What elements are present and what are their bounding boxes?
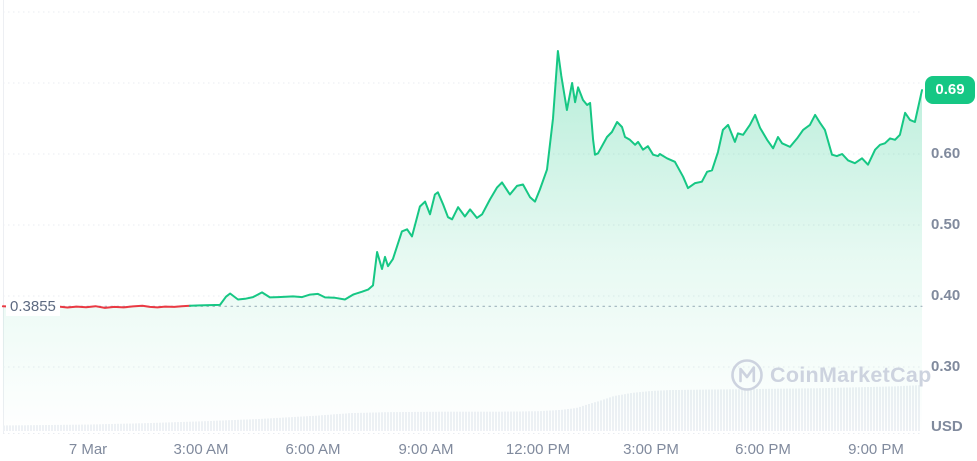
- previous-close-price-label: 0.3855: [6, 297, 60, 316]
- coinmarketcap-logo-icon: [731, 359, 763, 391]
- coinmarketcap-watermark: CoinMarketCap: [731, 359, 932, 391]
- price-area-fill: [2, 51, 922, 433]
- currency-unit-label: USD: [931, 418, 963, 435]
- watermark-text: CoinMarketCap: [770, 363, 932, 387]
- y-axis-label: 0.60: [931, 145, 961, 162]
- price-line-up-segment: [189, 50, 923, 307]
- x-axis-label: 9:00 AM: [398, 441, 454, 458]
- y-axis-label: 0.50: [931, 216, 961, 233]
- coinmarketcap-logo-m-icon: [739, 366, 756, 383]
- current-price-badge: 0.69: [925, 76, 975, 104]
- y-axis-label: 0.40: [931, 287, 961, 304]
- x-axis-label: 3:00 PM: [623, 441, 679, 458]
- x-axis-label: 12:00 PM: [505, 441, 571, 458]
- x-axis-label: 7 Mar: [68, 441, 108, 458]
- x-axis-label: 3:00 AM: [173, 441, 229, 458]
- y-axis-label: 0.30: [931, 358, 961, 375]
- x-axis-label: 6:00 AM: [285, 441, 341, 458]
- x-axis-label: 9:00 PM: [848, 441, 904, 458]
- x-axis-label: 6:00 PM: [735, 441, 791, 458]
